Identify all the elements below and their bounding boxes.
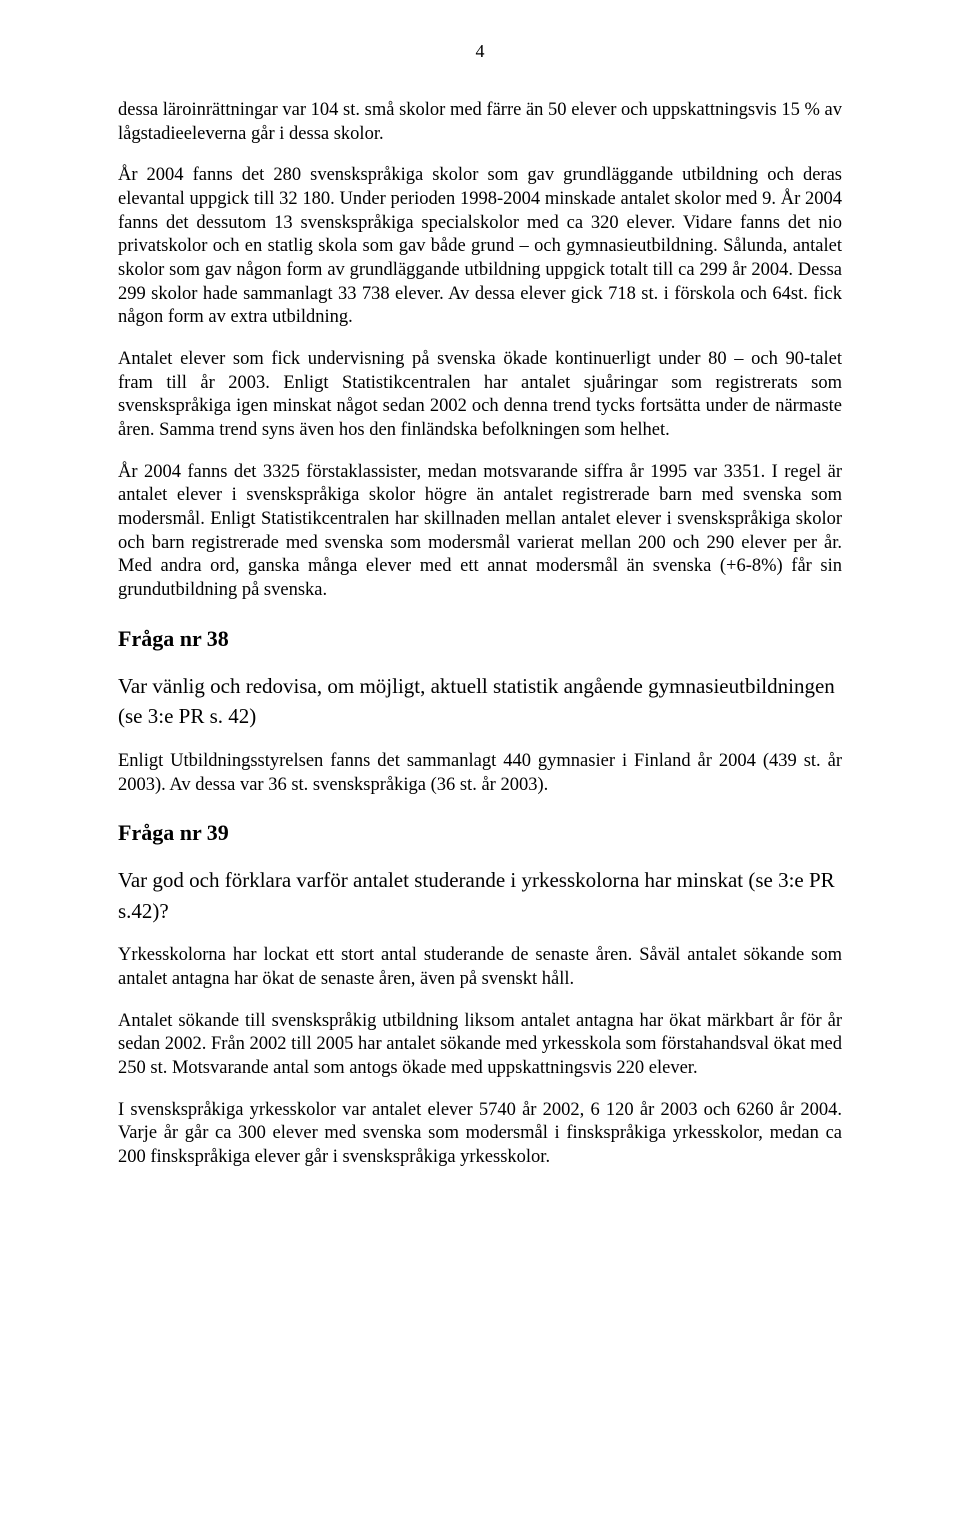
paragraph-1: dessa läroinrättningar var 104 st. små s…: [118, 99, 842, 146]
heading-q38: Fråga nr 38: [118, 625, 842, 653]
paragraph-8: I svenskspråkiga yrkesskolor var antalet…: [118, 1099, 842, 1170]
paragraph-3: Antalet elever som fick undervisning på …: [118, 348, 842, 443]
heading-q39: Fråga nr 39: [118, 819, 842, 847]
document-page: 4 dessa läroinrättningar var 104 st. små…: [0, 0, 960, 1529]
page-number: 4: [118, 40, 842, 63]
paragraph-5: Enligt Utbildningsstyrelsen fanns det sa…: [118, 750, 842, 797]
paragraph-6: Yrkesskolorna har lockat ett stort antal…: [118, 944, 842, 991]
paragraph-4: År 2004 fanns det 3325 förstaklassister,…: [118, 461, 842, 603]
paragraph-7: Antalet sökande till svenskspråkig utbil…: [118, 1010, 842, 1081]
subheading-q38: Var vänlig och redovisa, om möjligt, akt…: [118, 671, 842, 732]
paragraph-2: År 2004 fanns det 280 svenskspråkiga sko…: [118, 164, 842, 330]
subheading-q39: Var god och förklara varför antalet stud…: [118, 865, 842, 926]
